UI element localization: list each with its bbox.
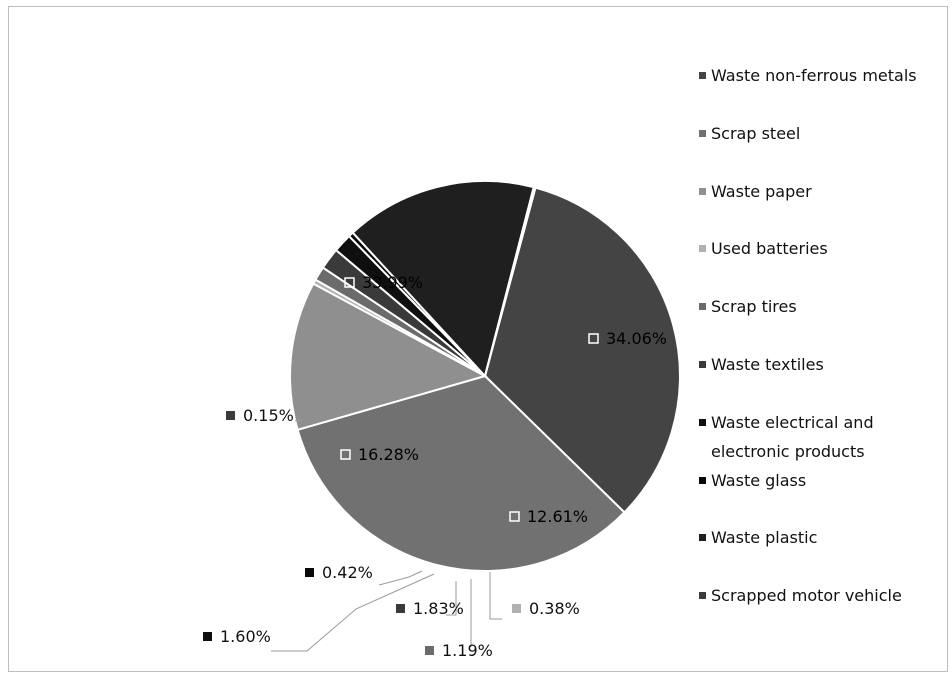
legend-item: Waste electrical and electronic products [699, 408, 952, 466]
leader-line [271, 573, 435, 652]
data-label: 0.42% [322, 563, 373, 582]
label-marker [344, 277, 355, 288]
pie-slice-scrap-steel [296, 374, 626, 572]
legend-label: Waste non-ferrous metals [711, 66, 917, 85]
data-label: 33.99% [362, 273, 423, 292]
legend-label: Waste electrical and electronic products [711, 412, 874, 461]
legend-label: Waste textiles [711, 354, 824, 374]
legend-item: Scrap steel [699, 119, 952, 177]
label-marker [340, 449, 351, 460]
legend-item: Waste paper [699, 177, 952, 235]
legend-label: Scrap steel [711, 123, 801, 143]
data-label: 1.19% [442, 641, 493, 660]
legend-swatch [699, 592, 706, 600]
legend-swatch [699, 245, 706, 253]
legend-item: Scrapped motor vehicle [699, 581, 952, 639]
legend-swatch [699, 187, 706, 195]
legend-swatch [699, 129, 706, 137]
legend-swatch [699, 418, 706, 426]
label-marker [396, 604, 405, 613]
pie-slice-waste-plastic [351, 180, 535, 379]
legend-label: Waste glass [711, 470, 807, 490]
data-label: 16.28% [358, 445, 419, 464]
legend-label: Scrap tires [711, 297, 797, 317]
pie-slice-waste-non-ferrous-metals [483, 186, 682, 514]
data-label: 0.15% [243, 406, 294, 425]
data-label: 34.06% [606, 329, 667, 348]
leader-line [489, 572, 502, 620]
label-marker [425, 646, 434, 655]
label-marker [588, 333, 599, 344]
leader-line [294, 419, 302, 422]
label-marker [509, 511, 520, 522]
label-marker [512, 604, 521, 613]
pie-chart: 33.99% 34.06% 12.61% 0.38% 1.19% 1.83% 1.60% 0.… [203, 180, 682, 660]
data-label: 1.60% [220, 627, 271, 646]
legend-item: Used batteries [699, 234, 952, 292]
legend-item: Waste non-ferrous metals [699, 61, 952, 119]
legend-label: Waste plastic [711, 528, 818, 548]
legend-label: Scrapped motor vehicle [711, 586, 902, 606]
data-label: 0.38% [529, 599, 580, 618]
leader-line [378, 570, 423, 586]
label-marker [226, 411, 235, 420]
legend-swatch [699, 534, 706, 542]
legend-item: Waste plastic [699, 523, 952, 581]
chart-frame: 33.99% 34.06% 12.61% 0.38% 1.19% 1.83% 1.60% 0.… [8, 6, 948, 672]
legend-swatch [699, 476, 706, 484]
legend: Waste non-ferrous metals Scrap steel Waste… [699, 61, 952, 639]
pie-slice-scrapped-motor-vehicle [484, 185, 537, 377]
legend-item: Scrap tires [699, 292, 952, 350]
legend-label: Waste paper [711, 181, 812, 201]
data-label: 12.61% [527, 507, 588, 526]
legend-item: Waste textiles [699, 350, 952, 408]
legend-label: Used batteries [711, 239, 828, 259]
pie-slice-waste-paper [289, 282, 488, 432]
data-label: 1.83% [413, 599, 464, 618]
legend-swatch [699, 72, 706, 79]
legend-swatch [699, 360, 706, 368]
legend-swatch [699, 303, 706, 311]
leader-line [446, 581, 457, 616]
legend-item: Waste glass [699, 466, 952, 524]
label-marker [305, 568, 314, 577]
label-marker [203, 632, 212, 641]
